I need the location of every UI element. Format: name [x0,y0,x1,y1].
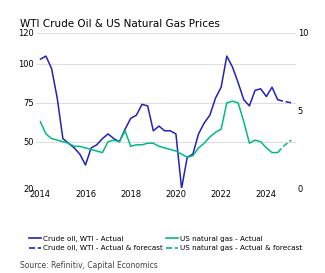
Legend: Crude oil, WTI - Actual, Crude oil, WTI - Actual & forecast, US natural gas - Ac: Crude oil, WTI - Actual, Crude oil, WTI … [29,236,302,251]
Text: Source: Refinitiv, Capital Economics: Source: Refinitiv, Capital Economics [20,261,157,270]
Text: WTI Crude Oil & US Natural Gas Prices: WTI Crude Oil & US Natural Gas Prices [20,19,219,29]
